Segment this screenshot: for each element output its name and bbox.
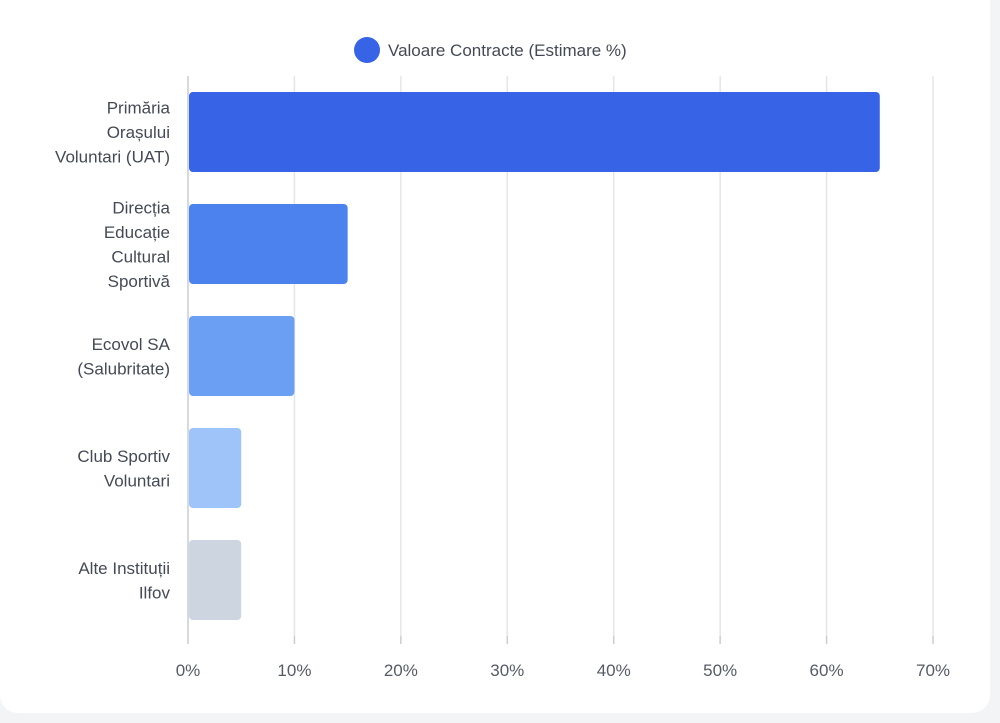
- x-tick-label: 40%: [597, 661, 631, 680]
- bar[interactable]: [189, 204, 348, 284]
- category-label: Ecovol SA (Salubritate): [77, 335, 170, 379]
- x-tick-label: 60%: [810, 661, 844, 680]
- category-label: Alte Instituții Ilfov: [78, 559, 170, 603]
- x-tick-label: 70%: [916, 661, 950, 680]
- x-tick-label: 50%: [703, 661, 737, 680]
- legend-label: Valoare Contracte (Estimare %): [388, 41, 627, 60]
- bar[interactable]: [189, 428, 242, 508]
- category-label: Club Sportiv Voluntari: [77, 447, 170, 491]
- x-tick-label: 30%: [490, 661, 524, 680]
- category-labels: Primăria Orașului Voluntari (UAT) Direcția E…: [55, 99, 171, 603]
- x-tick-label: 0%: [176, 661, 201, 680]
- bars: [189, 92, 880, 620]
- bar[interactable]: [189, 92, 880, 172]
- x-tick-label: 10%: [277, 661, 311, 680]
- chart-card: Valoare Contracte (Estimare %) Primăria O…: [0, 0, 990, 713]
- bar[interactable]: [189, 540, 242, 620]
- category-label: Primăria Orașului Voluntari (UAT): [55, 99, 170, 167]
- legend-swatch: [354, 37, 380, 63]
- x-tick-label: 20%: [384, 661, 418, 680]
- x-axis-ticks: 0% 10% 20% 30% 40% 50% 60% 70%: [176, 661, 950, 680]
- chart-legend[interactable]: Valoare Contracte (Estimare %): [354, 37, 627, 63]
- bar[interactable]: [189, 316, 295, 396]
- category-label: Direcția Educație Cultural Sportivă: [104, 198, 171, 291]
